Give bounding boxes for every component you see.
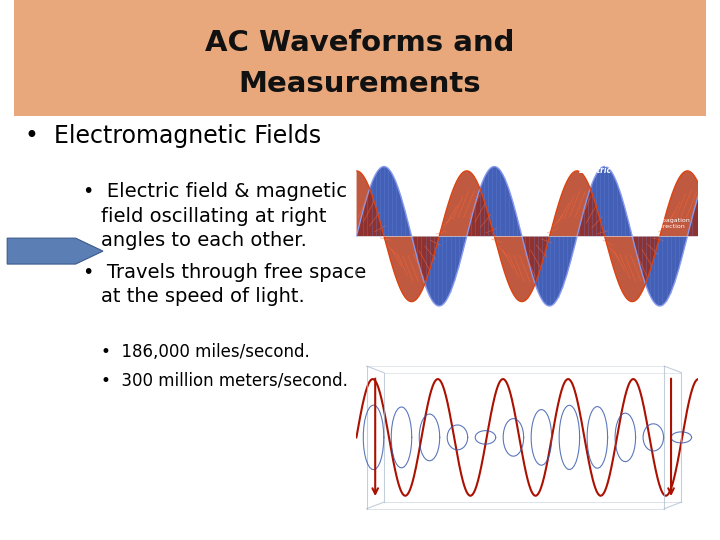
Text: Propagation
direction: Propagation direction [652,218,690,228]
Text: Magnetic field (E): Magnetic field (E) [384,149,451,158]
Text: AC Waveforms and: AC Waveforms and [205,29,515,57]
Text: •  Electromagnetic Fields: • Electromagnetic Fields [25,124,321,148]
Text: Wavelength (λ): Wavelength (λ) [415,318,469,325]
FancyBboxPatch shape [14,0,706,116]
Text: angles to each other.: angles to each other. [101,231,307,250]
FancyArrow shape [7,238,103,264]
Text: •  186,000 miles/second.: • 186,000 miles/second. [101,343,310,361]
Text: Electric field (E): Electric field (E) [579,166,647,176]
Text: •  300 million meters/second.: • 300 million meters/second. [101,372,348,390]
Text: Measurements: Measurements [239,70,481,98]
Text: •  Travels through free space: • Travels through free space [83,263,366,282]
Text: at the speed of light.: at the speed of light. [101,287,305,307]
Text: field oscillating at right: field oscillating at right [101,206,326,226]
Text: •  Electric field & magnetic: • Electric field & magnetic [83,182,347,201]
